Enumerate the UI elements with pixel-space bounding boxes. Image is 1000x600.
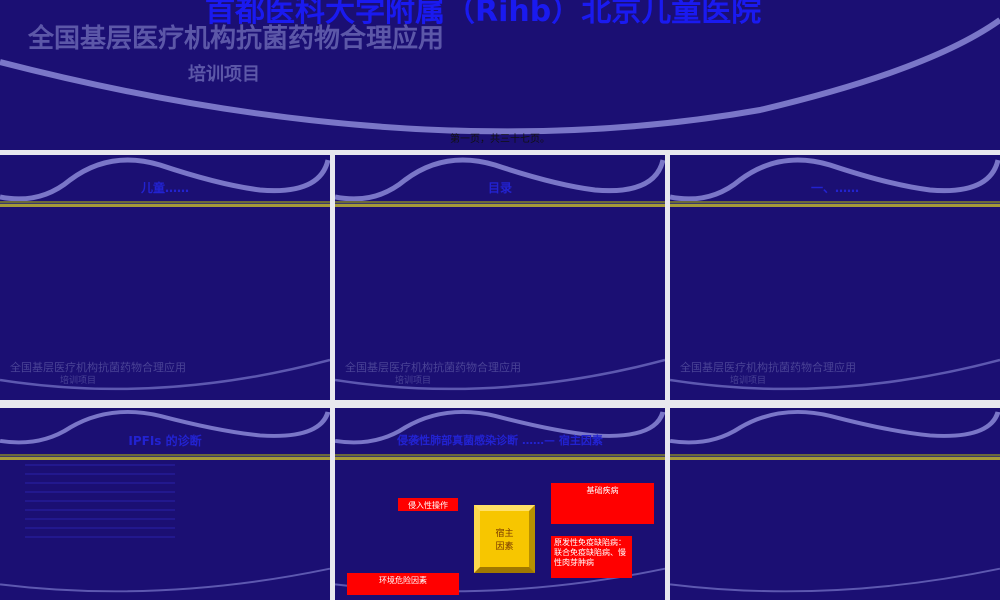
header-stripe: [670, 201, 1000, 207]
footer-line-2: 培训项目: [60, 376, 97, 386]
slide-4[interactable]: 一、…… 全国基层医疗机构抗菌药物合理应用 培训项目: [670, 155, 1000, 400]
footer-line-1: 全国基层医疗机构抗菌药物合理应用: [10, 361, 186, 374]
box-environmental-risk: 环境危险因素: [347, 573, 459, 595]
footer-line-1: 全国基层医疗机构抗菌药物合理应用: [345, 361, 521, 374]
slide-2[interactable]: 儿童…… 全国基层医疗机构抗菌药物合理应用 培训项目: [0, 155, 330, 400]
box-invasive-procedure: 侵入性操作: [398, 498, 458, 511]
host-factor-box: 宿主 因素: [474, 505, 535, 573]
footer-line-2: 培训项目: [395, 376, 432, 386]
slide-title: 首都医科大学附属（Rihb）北京儿童医院: [205, 0, 762, 29]
body-text-block: [25, 460, 175, 540]
slide-title: 目录: [487, 181, 512, 195]
slide-7[interactable]: [670, 408, 1000, 600]
wave-decoration: [670, 157, 1000, 391]
header-stripe: [670, 454, 1000, 460]
header-stripe: [335, 201, 665, 207]
header-stripe: [0, 201, 330, 207]
box-primary-immunodeficiency: 原发性免疫缺陷病：联合免疫缺陷病、慢性肉芽肿病: [551, 536, 632, 578]
slide-title: 侵袭性肺部真菌感染诊断 ……— 宿主因素: [397, 434, 603, 447]
slide-3[interactable]: 目录 全国基层医疗机构抗菌药物合理应用 培训项目: [335, 155, 665, 400]
wave-decoration: [335, 157, 665, 391]
page-footer: 第一页，共三十七页。: [450, 134, 550, 145]
box-underlying-disease: 基础疾病: [551, 483, 654, 524]
wave-decoration: [0, 409, 330, 593]
slide-title: 一、……: [810, 181, 859, 195]
slide-1[interactable]: 首都医科大学附属（Rihb）北京儿童医院 全国基层医疗机构抗菌药物合理应用 培训…: [0, 0, 1000, 150]
header-stripe: [0, 454, 330, 460]
slide-6[interactable]: 侵袭性肺部真菌感染诊断 ……— 宿主因素 侵入性操作 基础疾病 宿主 因素 原发…: [335, 408, 665, 600]
swoosh-decoration: [0, 17, 1000, 135]
footer-line-1: 全国基层医疗机构抗菌药物合理应用: [680, 361, 856, 374]
wave-decoration: [0, 157, 330, 391]
header-stripe: [335, 454, 665, 460]
footer-line-2: 培训项目: [730, 376, 767, 386]
slide-5[interactable]: IPFIs 的诊断: [0, 408, 330, 600]
slide-title: 儿童……: [140, 181, 189, 195]
slide-subtitle-2: 培训项目: [188, 64, 260, 85]
wave-decoration: [670, 409, 1000, 593]
slide-title: IPFIs 的诊断: [128, 434, 202, 448]
slide-subtitle: 全国基层医疗机构抗菌药物合理应用: [28, 24, 445, 54]
